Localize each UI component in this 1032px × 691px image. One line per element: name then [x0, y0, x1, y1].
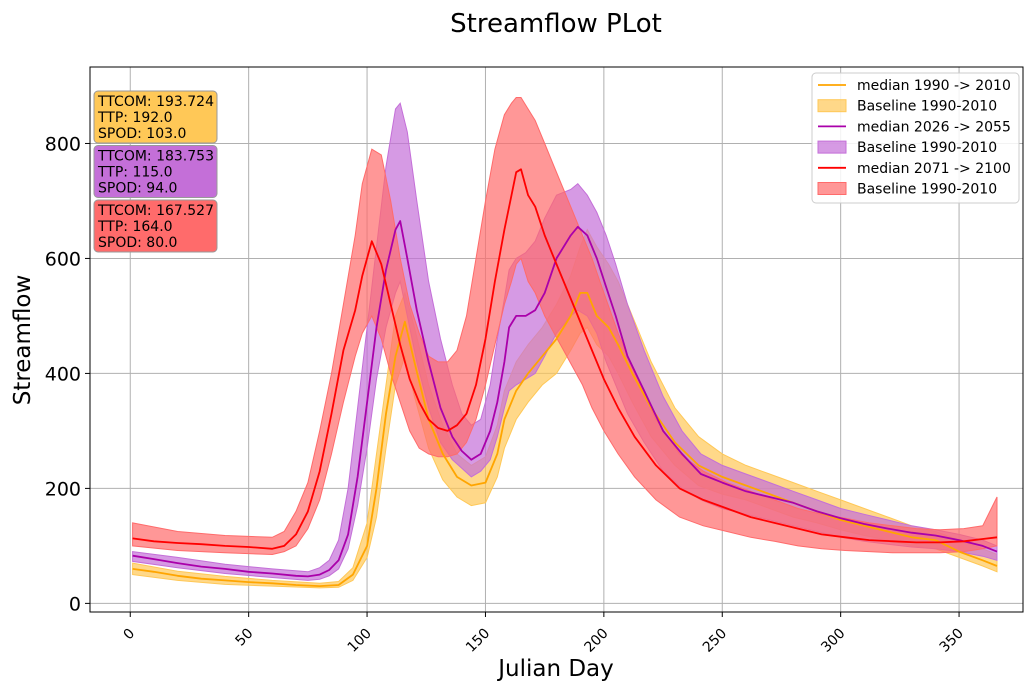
- legend-band-swatch: [817, 99, 847, 113]
- summary-box-background: [93, 145, 218, 198]
- summary-text: TTCOM: 183.753: [97, 149, 214, 165]
- legend-band-swatch: [817, 182, 847, 195]
- chart-title: Streamflow PLot: [450, 9, 662, 39]
- y-tick-label: 600: [45, 248, 81, 270]
- median-line-series-3: [132, 168, 998, 550]
- y-tick-label: 400: [45, 363, 81, 385]
- summary-text: TTP: 115.0: [97, 165, 173, 181]
- x-axis-label: Julian Day: [496, 656, 614, 682]
- legend-entry-median: median 2026 -> 2055: [857, 119, 1011, 135]
- legend-band-swatch: [817, 140, 847, 154]
- summary-text: SPOD: 94.0: [98, 181, 177, 197]
- y-tick-label: 200: [45, 478, 81, 500]
- legend-entry-median: median 2071 -> 2100: [857, 161, 1011, 177]
- legend-entry-band: Baseline 1990-2010: [857, 99, 997, 115]
- summary-text: TTCOM: 193.724: [97, 94, 214, 110]
- y-tick-label: 0: [69, 593, 81, 615]
- legend-frame: [811, 72, 1020, 204]
- median-lines: [132, 168, 998, 587]
- summary-text: TTP: 164.0: [97, 219, 173, 235]
- legend: median 1990 -> 2010 Baseline 1990-2010 med…: [811, 72, 1020, 204]
- summary-box-background: [93, 199, 218, 253]
- plot-frame: [89, 66, 1024, 613]
- summary-text: SPOD: 80.0: [98, 235, 177, 251]
- median-line-series-2: [132, 220, 998, 578]
- summary-text: TTCOM: 167.527: [97, 203, 214, 219]
- summary-text: TTP: 192.0: [97, 110, 173, 126]
- legend-entry-band: Baseline 1990-2010: [857, 182, 997, 198]
- legend-entry-median: median 1990 -> 2010: [857, 78, 1011, 94]
- y-axis-label: Streamflow: [10, 275, 36, 406]
- y-axis-ticks: 0 200 400 600 800: [45, 133, 90, 615]
- y-tick-label: 800: [45, 133, 81, 155]
- summary-box-background: [93, 90, 218, 144]
- summary-text: SPOD: 103.0: [98, 126, 186, 142]
- legend-entry-band: Baseline 1990-2010: [857, 140, 997, 156]
